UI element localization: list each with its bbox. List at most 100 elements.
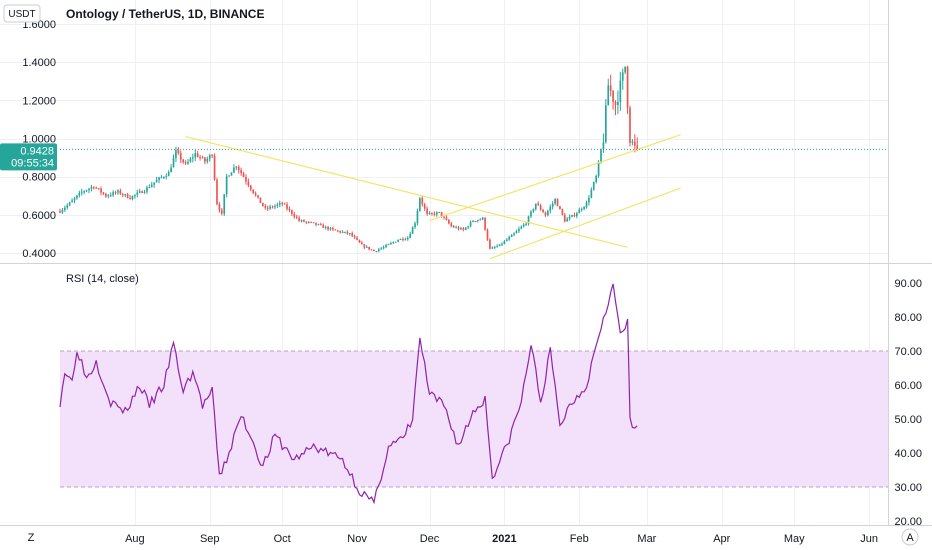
candle-body bbox=[97, 188, 100, 190]
candle-body bbox=[348, 233, 351, 235]
descending-resistance-trendline[interactable] bbox=[185, 136, 628, 248]
candle-body bbox=[520, 226, 523, 229]
rsi-tick-label: 30.00 bbox=[894, 482, 922, 494]
candle-body bbox=[76, 195, 78, 199]
candle-body bbox=[481, 217, 484, 220]
candle-body bbox=[252, 189, 255, 194]
candle-body bbox=[399, 238, 402, 240]
rsi-tick-label: 60.00 bbox=[894, 380, 922, 392]
candle-body bbox=[138, 191, 141, 193]
currency-badge[interactable] bbox=[3, 4, 41, 23]
channel-upper-trendline[interactable] bbox=[429, 134, 681, 222]
candle-body bbox=[216, 179, 218, 205]
candle-body bbox=[303, 220, 305, 222]
auto-scale-button[interactable]: A bbox=[901, 528, 919, 546]
candle-body bbox=[257, 195, 259, 198]
candle-body bbox=[182, 159, 185, 163]
candle-body bbox=[479, 219, 482, 221]
candle-body bbox=[223, 194, 226, 214]
candle-body bbox=[462, 228, 465, 230]
candle-body bbox=[281, 202, 284, 204]
candle-body bbox=[194, 153, 197, 158]
candle-body bbox=[547, 211, 549, 216]
candle-body bbox=[508, 237, 511, 240]
candle-body bbox=[578, 209, 581, 214]
candle-body bbox=[530, 211, 532, 217]
zoom-button-label: Z bbox=[28, 532, 35, 544]
candle-body bbox=[457, 227, 460, 230]
candle-body bbox=[496, 246, 498, 248]
candles bbox=[59, 65, 639, 253]
candle-body bbox=[322, 224, 325, 228]
candle-body bbox=[189, 158, 192, 162]
candle-body bbox=[165, 176, 168, 178]
candle-body bbox=[269, 206, 271, 209]
candle-body bbox=[264, 206, 267, 208]
candle-body bbox=[450, 223, 453, 227]
candle-body bbox=[460, 228, 462, 230]
price-tick-label: 0.6000 bbox=[22, 210, 56, 222]
candle-body bbox=[73, 198, 76, 201]
auto-scale-button-label: A bbox=[906, 532, 914, 544]
time-tick-label: Oct bbox=[274, 533, 291, 545]
candle-body bbox=[551, 203, 554, 207]
candle-body bbox=[107, 195, 110, 197]
candle-body bbox=[114, 192, 117, 194]
candle-body bbox=[392, 242, 395, 244]
candle-body bbox=[196, 153, 199, 157]
candle-body bbox=[370, 249, 373, 251]
candle-body bbox=[363, 244, 366, 248]
price-tick-label: 1.2000 bbox=[22, 95, 56, 107]
price-tick-label: 1.0000 bbox=[22, 134, 56, 146]
candle-body bbox=[573, 214, 576, 217]
candle-body bbox=[334, 229, 337, 231]
candle-body bbox=[614, 101, 617, 106]
candle-body bbox=[554, 199, 556, 204]
trendlines bbox=[185, 134, 681, 260]
rsi-line bbox=[59, 283, 638, 505]
time-tick-label: May bbox=[784, 533, 805, 545]
candle-body bbox=[317, 224, 320, 226]
candle-body bbox=[150, 184, 153, 188]
candle-body bbox=[129, 197, 131, 200]
candle-body bbox=[339, 230, 342, 233]
candle-body bbox=[597, 161, 600, 176]
rsi-tick-label: 80.00 bbox=[894, 312, 922, 324]
time-tick-label: Sep bbox=[200, 533, 220, 545]
candle-body bbox=[416, 210, 419, 224]
candle-body bbox=[505, 239, 508, 242]
candle-body bbox=[179, 153, 182, 160]
candle-body bbox=[568, 216, 571, 219]
candle-body bbox=[484, 217, 486, 230]
candle-body bbox=[291, 210, 293, 215]
candle-body bbox=[525, 223, 527, 225]
candle-body bbox=[406, 237, 409, 240]
rsi-title: RSI (14, close) bbox=[66, 273, 139, 285]
candle-body bbox=[143, 191, 146, 193]
zoom-button[interactable]: Z bbox=[23, 529, 39, 545]
candle-body bbox=[237, 166, 240, 171]
candle-body bbox=[247, 181, 250, 186]
candle-body bbox=[382, 247, 385, 249]
candle-body bbox=[472, 220, 474, 222]
candle-body bbox=[537, 203, 540, 206]
candle-body bbox=[414, 223, 416, 228]
candle-body bbox=[443, 216, 445, 218]
candle-body bbox=[489, 239, 491, 249]
candle-body bbox=[208, 155, 211, 159]
bar-countdown: 09:55:34 bbox=[11, 157, 54, 169]
candle-body bbox=[293, 214, 296, 217]
rsi-tick-label: 50.00 bbox=[894, 414, 922, 426]
candle-body bbox=[63, 207, 66, 210]
price-axis: 0.40000.60000.80001.00001.20001.40001.60… bbox=[22, 19, 56, 260]
channel-lower-trendline[interactable] bbox=[489, 187, 681, 260]
candle-body bbox=[283, 203, 286, 205]
candle-body bbox=[448, 219, 450, 224]
candle-body bbox=[278, 202, 281, 205]
candle-body bbox=[493, 247, 496, 249]
candle-body bbox=[163, 176, 165, 178]
last-price-value: 0.9428 bbox=[20, 145, 54, 157]
candle-body bbox=[498, 244, 501, 247]
candle-body bbox=[351, 233, 354, 237]
candle-body bbox=[527, 216, 530, 224]
